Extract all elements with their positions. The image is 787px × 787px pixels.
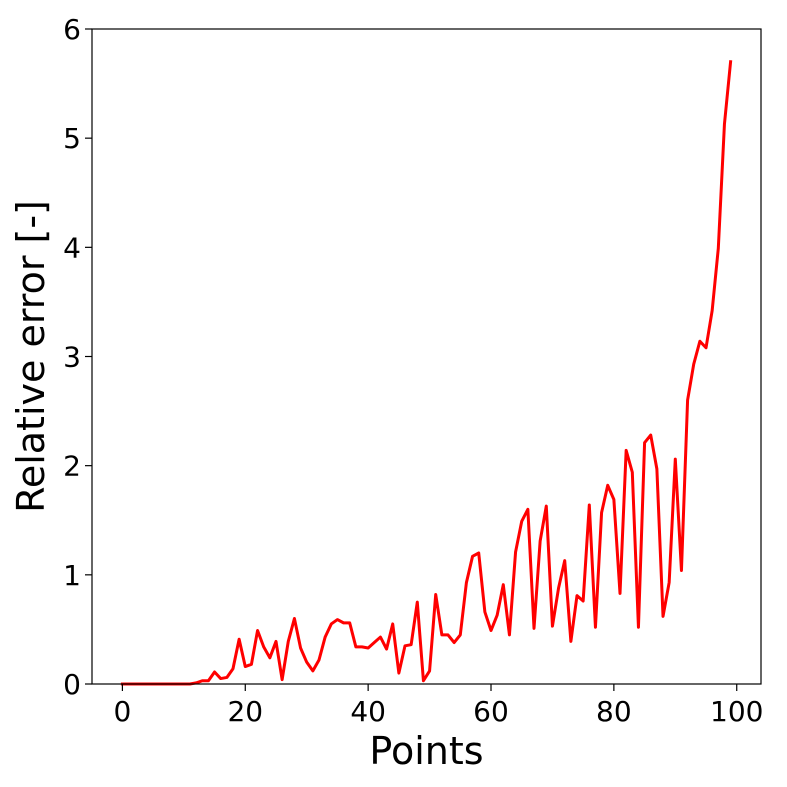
series-layer: [120, 60, 733, 686]
x-tick-label: 80: [596, 695, 632, 728]
y-axis-label: Relative error [-]: [9, 200, 53, 513]
y-tick-label: 1: [63, 559, 81, 592]
y-tick-label: 6: [63, 13, 81, 46]
x-axis-label: Points: [369, 729, 483, 773]
y-tick-label: 4: [63, 231, 81, 264]
series-line-0: [120, 60, 733, 686]
x-tick-label: 0: [113, 695, 131, 728]
plot-area: [92, 29, 761, 684]
x-tick-label: 60: [473, 695, 509, 728]
x-tick-label: 100: [710, 695, 763, 728]
x-tick-label: 40: [350, 695, 386, 728]
y-tick-label: 5: [63, 122, 81, 155]
x-tick-label: 20: [227, 695, 263, 728]
y-tick-label: 3: [63, 341, 81, 374]
y-tick-label: 0: [63, 668, 81, 701]
y-axis-ticks: 0 1 2 3 4 5 6: [63, 13, 92, 701]
y-tick-label: 2: [63, 450, 81, 483]
x-axis-ticks: 0 20 40 60 80 100: [113, 684, 763, 728]
